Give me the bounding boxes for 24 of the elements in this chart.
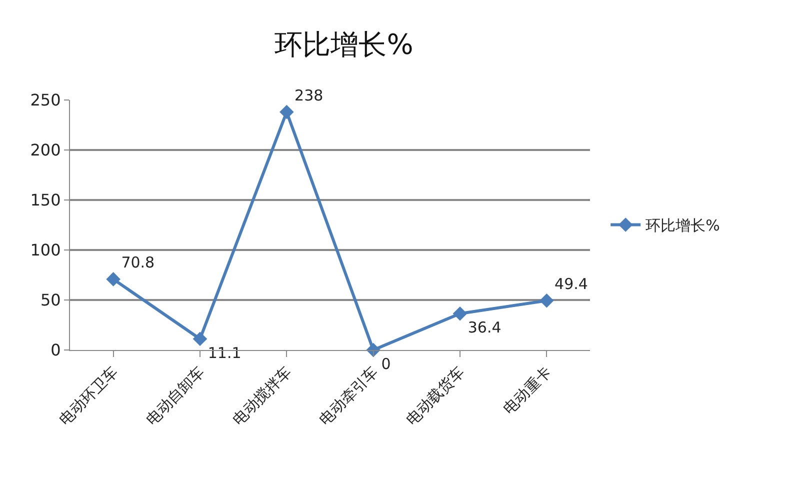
x-tick-label: 电动搅拌车 xyxy=(229,362,295,429)
point xyxy=(280,104,294,120)
data-label: 36.4 xyxy=(468,318,502,337)
point xyxy=(452,306,468,321)
data-label: 0 xyxy=(381,355,391,374)
point xyxy=(192,332,208,346)
x-tick-label: 电动环卫车 xyxy=(56,362,122,429)
y-tick-label: 100 xyxy=(30,240,61,260)
y-tick-label: 250 xyxy=(30,90,61,110)
y-tick-label: 200 xyxy=(30,140,61,160)
x-tick-label: 电动重卡 xyxy=(500,362,555,418)
y-tick-label: 50 xyxy=(40,290,61,310)
chart-title: 环比增长% xyxy=(274,28,414,61)
point xyxy=(106,272,120,286)
x-tick-label: 电动自卸车 xyxy=(142,362,208,429)
x-tick-label: 电动载货车 xyxy=(402,362,468,429)
point xyxy=(540,293,554,308)
y-tick-label: 0 xyxy=(50,340,61,360)
y-tick-label: 150 xyxy=(30,190,61,210)
data-label: 238 xyxy=(294,86,324,104)
data-label: 70.8 xyxy=(121,254,155,272)
data-label: 49.4 xyxy=(554,274,588,293)
legend-label: 环比增长% xyxy=(646,216,720,235)
x-tick-label: 电动牵引车 xyxy=(316,362,382,429)
